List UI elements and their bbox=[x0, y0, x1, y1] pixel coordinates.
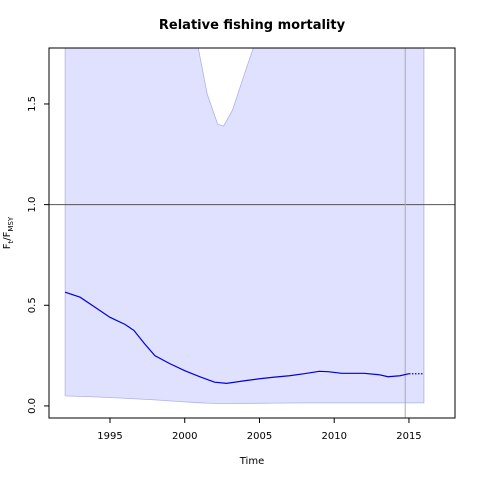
y-tick-label: 0.0 bbox=[27, 398, 38, 414]
x-tick-label: 2005 bbox=[247, 431, 272, 442]
x-tick-label: 2010 bbox=[321, 431, 346, 442]
y-tick-label: 0.5 bbox=[27, 297, 38, 313]
plot-frame bbox=[48, 47, 456, 419]
confidence-band bbox=[64, 48, 425, 404]
x-tick-label: 1995 bbox=[97, 431, 122, 442]
x-axis-label: Time bbox=[239, 456, 264, 467]
plot-area bbox=[49, 48, 455, 418]
y-tick-label: 1.0 bbox=[27, 197, 38, 213]
line bbox=[64, 291, 410, 384]
x-tick-label: 2015 bbox=[396, 431, 421, 442]
y-axis-label: Ft/FMSY bbox=[2, 216, 15, 249]
y-tick-label: 1.5 bbox=[27, 96, 38, 112]
x-tick-label: 2000 bbox=[172, 431, 197, 442]
chart-title: Relative fishing mortality bbox=[159, 18, 346, 33]
